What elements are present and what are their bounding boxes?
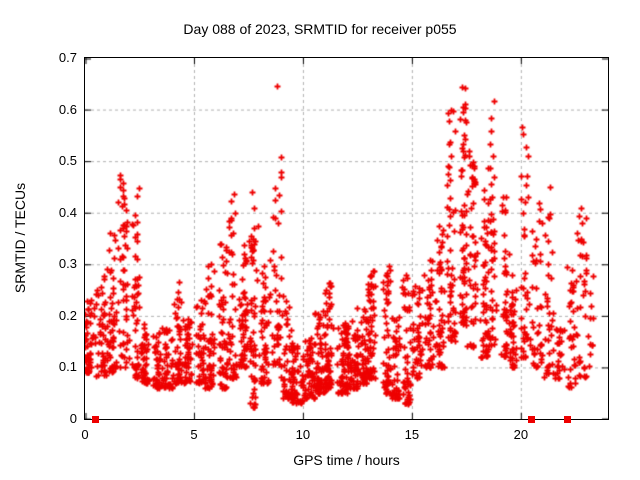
scatter-plot-canvas: [85, 58, 608, 419]
x-tick-label: 0: [81, 427, 89, 442]
y-tick-label: 0.6: [58, 101, 77, 117]
chart-title: Day 088 of 2023, SRMTID for receiver p05…: [183, 21, 457, 37]
y-tick-label: 0.7: [58, 50, 77, 65]
y-tick-label: 0.5: [58, 153, 77, 169]
x-tick-label: 20: [513, 427, 529, 442]
x-tick-label: 15: [404, 427, 420, 442]
y-tick-label: 0.3: [58, 256, 77, 272]
x-tick-label: 10: [295, 427, 311, 442]
baseline-square-marker: [92, 416, 100, 423]
baseline-square-marker: [563, 416, 571, 423]
y-tick-label: 0: [69, 411, 77, 426]
x-tick-label: 5: [190, 427, 198, 442]
baseline-square-marker: [527, 416, 535, 423]
y-tick-label: 0.1: [58, 359, 77, 375]
plot-frame: [84, 57, 609, 420]
x-axis-label: GPS time / hours: [293, 452, 400, 468]
y-axis-label: SRMTID / TECUs: [12, 182, 28, 294]
y-tick-label: 0.2: [58, 307, 77, 323]
y-tick-label: 0.4: [58, 204, 77, 220]
